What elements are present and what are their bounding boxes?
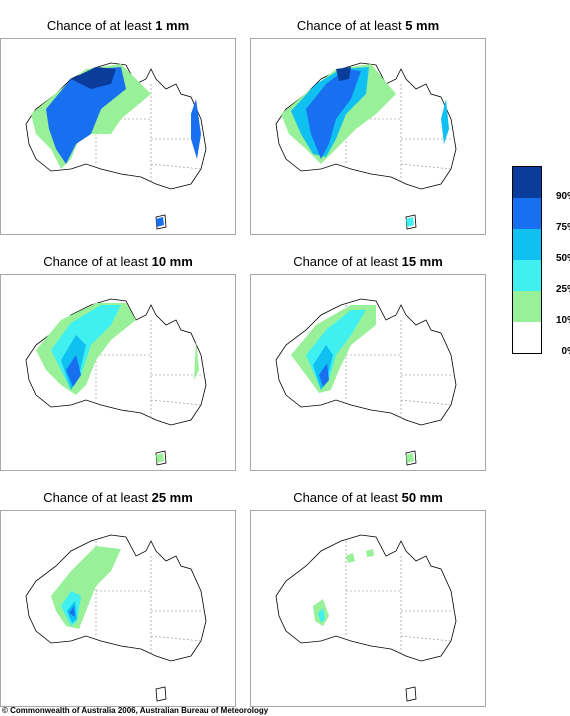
rainfall-overlay <box>25 62 207 230</box>
legend-swatch <box>513 198 541 229</box>
legend-swatch <box>513 291 541 322</box>
panel-title: Chance of at least 50 mm <box>293 490 443 505</box>
legend-label: 25% <box>555 284 570 295</box>
map-frame <box>250 38 486 235</box>
australia-outline <box>275 534 457 702</box>
australia-map <box>275 534 457 702</box>
panel-title: Chance of at least 25 mm <box>43 490 193 505</box>
map-frame <box>250 274 486 471</box>
legend-label: 0% <box>561 346 570 357</box>
map-frame <box>0 274 236 471</box>
legend-swatch <box>513 322 541 353</box>
legend-swatch <box>513 229 541 260</box>
panel-title: Chance of at least 15 mm <box>293 254 443 269</box>
copyright-notice: © Commonwealth of Australia 2006, Austra… <box>2 706 269 715</box>
panel-title: Chance of at least 5 mm <box>296 18 440 33</box>
rainfall-overlay <box>25 534 207 702</box>
map-frame <box>250 510 486 707</box>
australia-map <box>275 62 457 230</box>
legend-swatch <box>513 260 541 291</box>
rainfall-overlay <box>275 298 457 466</box>
rainfall-overlay <box>275 534 457 702</box>
australia-map <box>275 298 457 466</box>
australia-map <box>25 534 207 702</box>
panel-title: Chance of at least 1 mm <box>46 18 190 33</box>
panel-title: Chance of at least 10 mm <box>43 254 193 269</box>
australia-map <box>25 298 207 466</box>
map-frame <box>0 510 236 707</box>
legend-label: 75% <box>555 222 570 233</box>
map-frame <box>0 38 236 235</box>
rainfall-overlay <box>25 298 207 466</box>
australia-map <box>25 62 207 230</box>
legend-label: 10% <box>555 315 570 326</box>
rainfall-overlay <box>275 62 457 230</box>
legend-label: 90% <box>555 191 570 202</box>
legend-swatch <box>513 167 541 198</box>
legend-swatches <box>512 166 542 354</box>
legend-label: 50% <box>555 253 570 264</box>
